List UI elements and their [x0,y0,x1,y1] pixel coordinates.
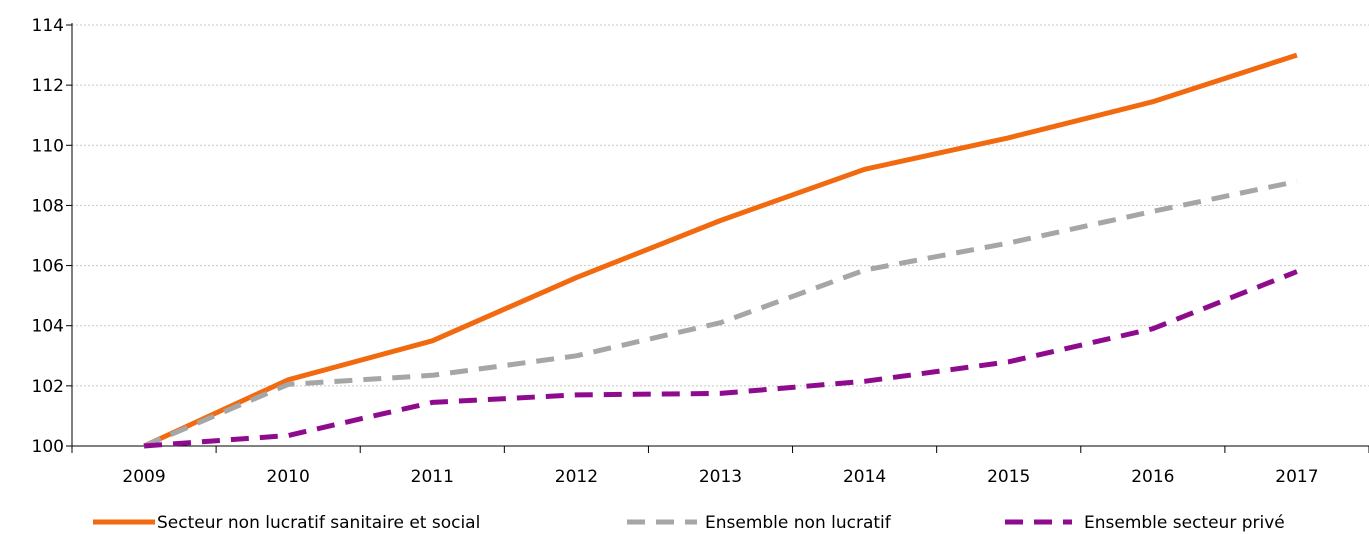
x-tick-label: 2014 [843,467,886,487]
legend: Secteur non lucratif sanitaire et social… [93,513,1285,533]
series-line-1 [143,52,1298,449]
gridlines [72,24,1369,387]
y-tick-label: 114 [32,16,64,36]
legend-label: Ensemble non lucratif [705,513,892,533]
y-tick-label: 106 [32,257,64,277]
x-tick-label: 2012 [555,467,598,487]
y-tick-label: 104 [32,317,64,337]
series-line-2 [143,178,1298,449]
x-tick-label: 2013 [699,467,742,487]
y-tick-label: 112 [32,76,64,96]
y-tick-label: 108 [32,196,64,216]
series-lines [143,52,1298,449]
y-tick-label: 100 [32,437,64,457]
series-line-3 [143,269,1298,449]
y-tick-label: 102 [32,377,64,397]
legend-item-3: Ensemble secteur privé [1005,513,1285,533]
x-tick-label: 2011 [411,467,454,487]
legend-label: Ensemble secteur privé [1084,513,1285,533]
y-tick-label: 110 [32,136,64,156]
x-tick-label: 2015 [987,467,1030,487]
x-tick-label: 2010 [267,467,310,487]
x-tick-label: 2017 [1275,467,1318,487]
x-tick-label: 2009 [122,467,165,487]
legend-item-1: Secteur non lucratif sanitaire et social [93,513,480,533]
legend-label: Secteur non lucratif sanitaire et social [157,513,480,533]
axes: 100 102 104 106 108 110 112 114 2009 2010 2011 2012… [32,16,1369,487]
x-tick-label: 2016 [1131,467,1174,487]
legend-item-2: Ensemble non lucratif [627,513,892,533]
